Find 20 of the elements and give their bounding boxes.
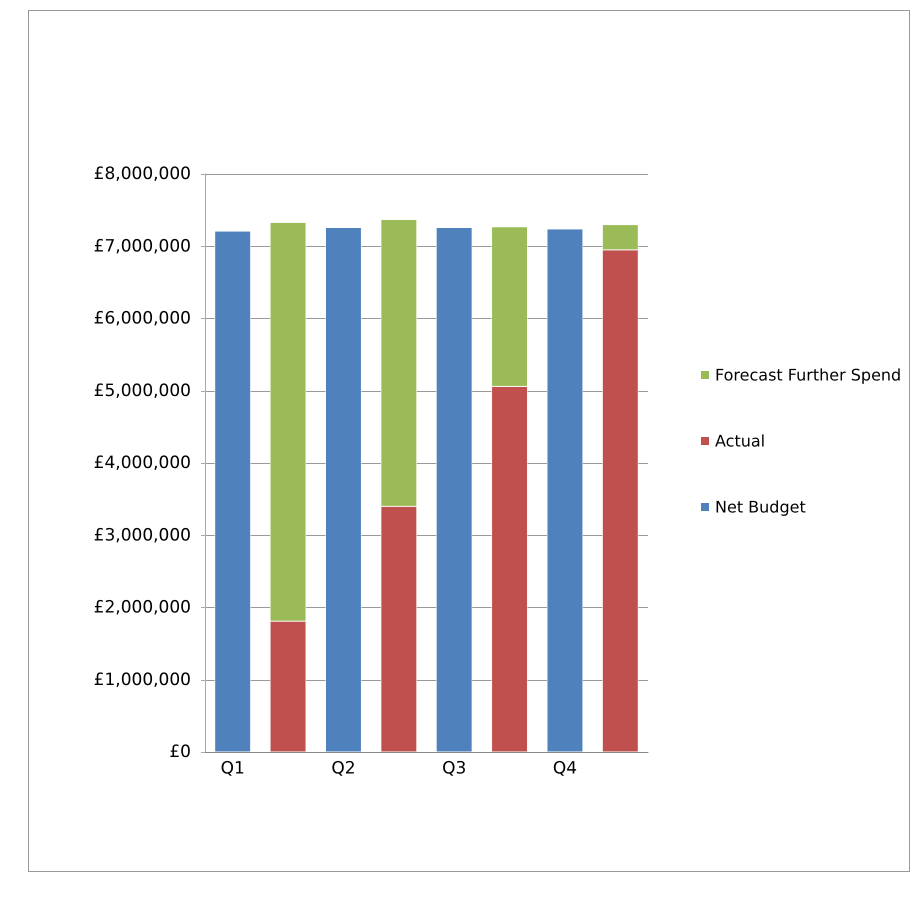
y-tick-label: £8,000,000 <box>94 164 191 184</box>
x-tick-label: Q2 <box>331 758 356 778</box>
legend-label: Actual <box>715 432 766 450</box>
y-tick-label: £7,000,000 <box>94 236 191 256</box>
y-tick-label: £5,000,000 <box>94 380 191 401</box>
bar <box>325 227 362 752</box>
x-tick-label: Q4 <box>552 758 578 778</box>
bar <box>436 227 472 752</box>
y-tick-label: £2,000,000 <box>94 598 191 618</box>
bar <box>214 231 251 752</box>
y-tick-label: £1,000,000 <box>94 670 191 690</box>
bar <box>546 228 583 752</box>
y-tick-label: £4,000,000 <box>94 453 191 473</box>
x-tick-label: Q3 <box>442 758 466 778</box>
y-tick-label: £0 <box>169 742 191 762</box>
legend-label: Net Budget <box>715 498 806 516</box>
x-tick-label: Q1 <box>220 758 245 778</box>
y-tick-label: £6,000,000 <box>94 308 191 328</box>
legend-label: Forecast Further Spend <box>715 366 902 384</box>
y-tick-label: £3,000,000 <box>94 525 191 546</box>
